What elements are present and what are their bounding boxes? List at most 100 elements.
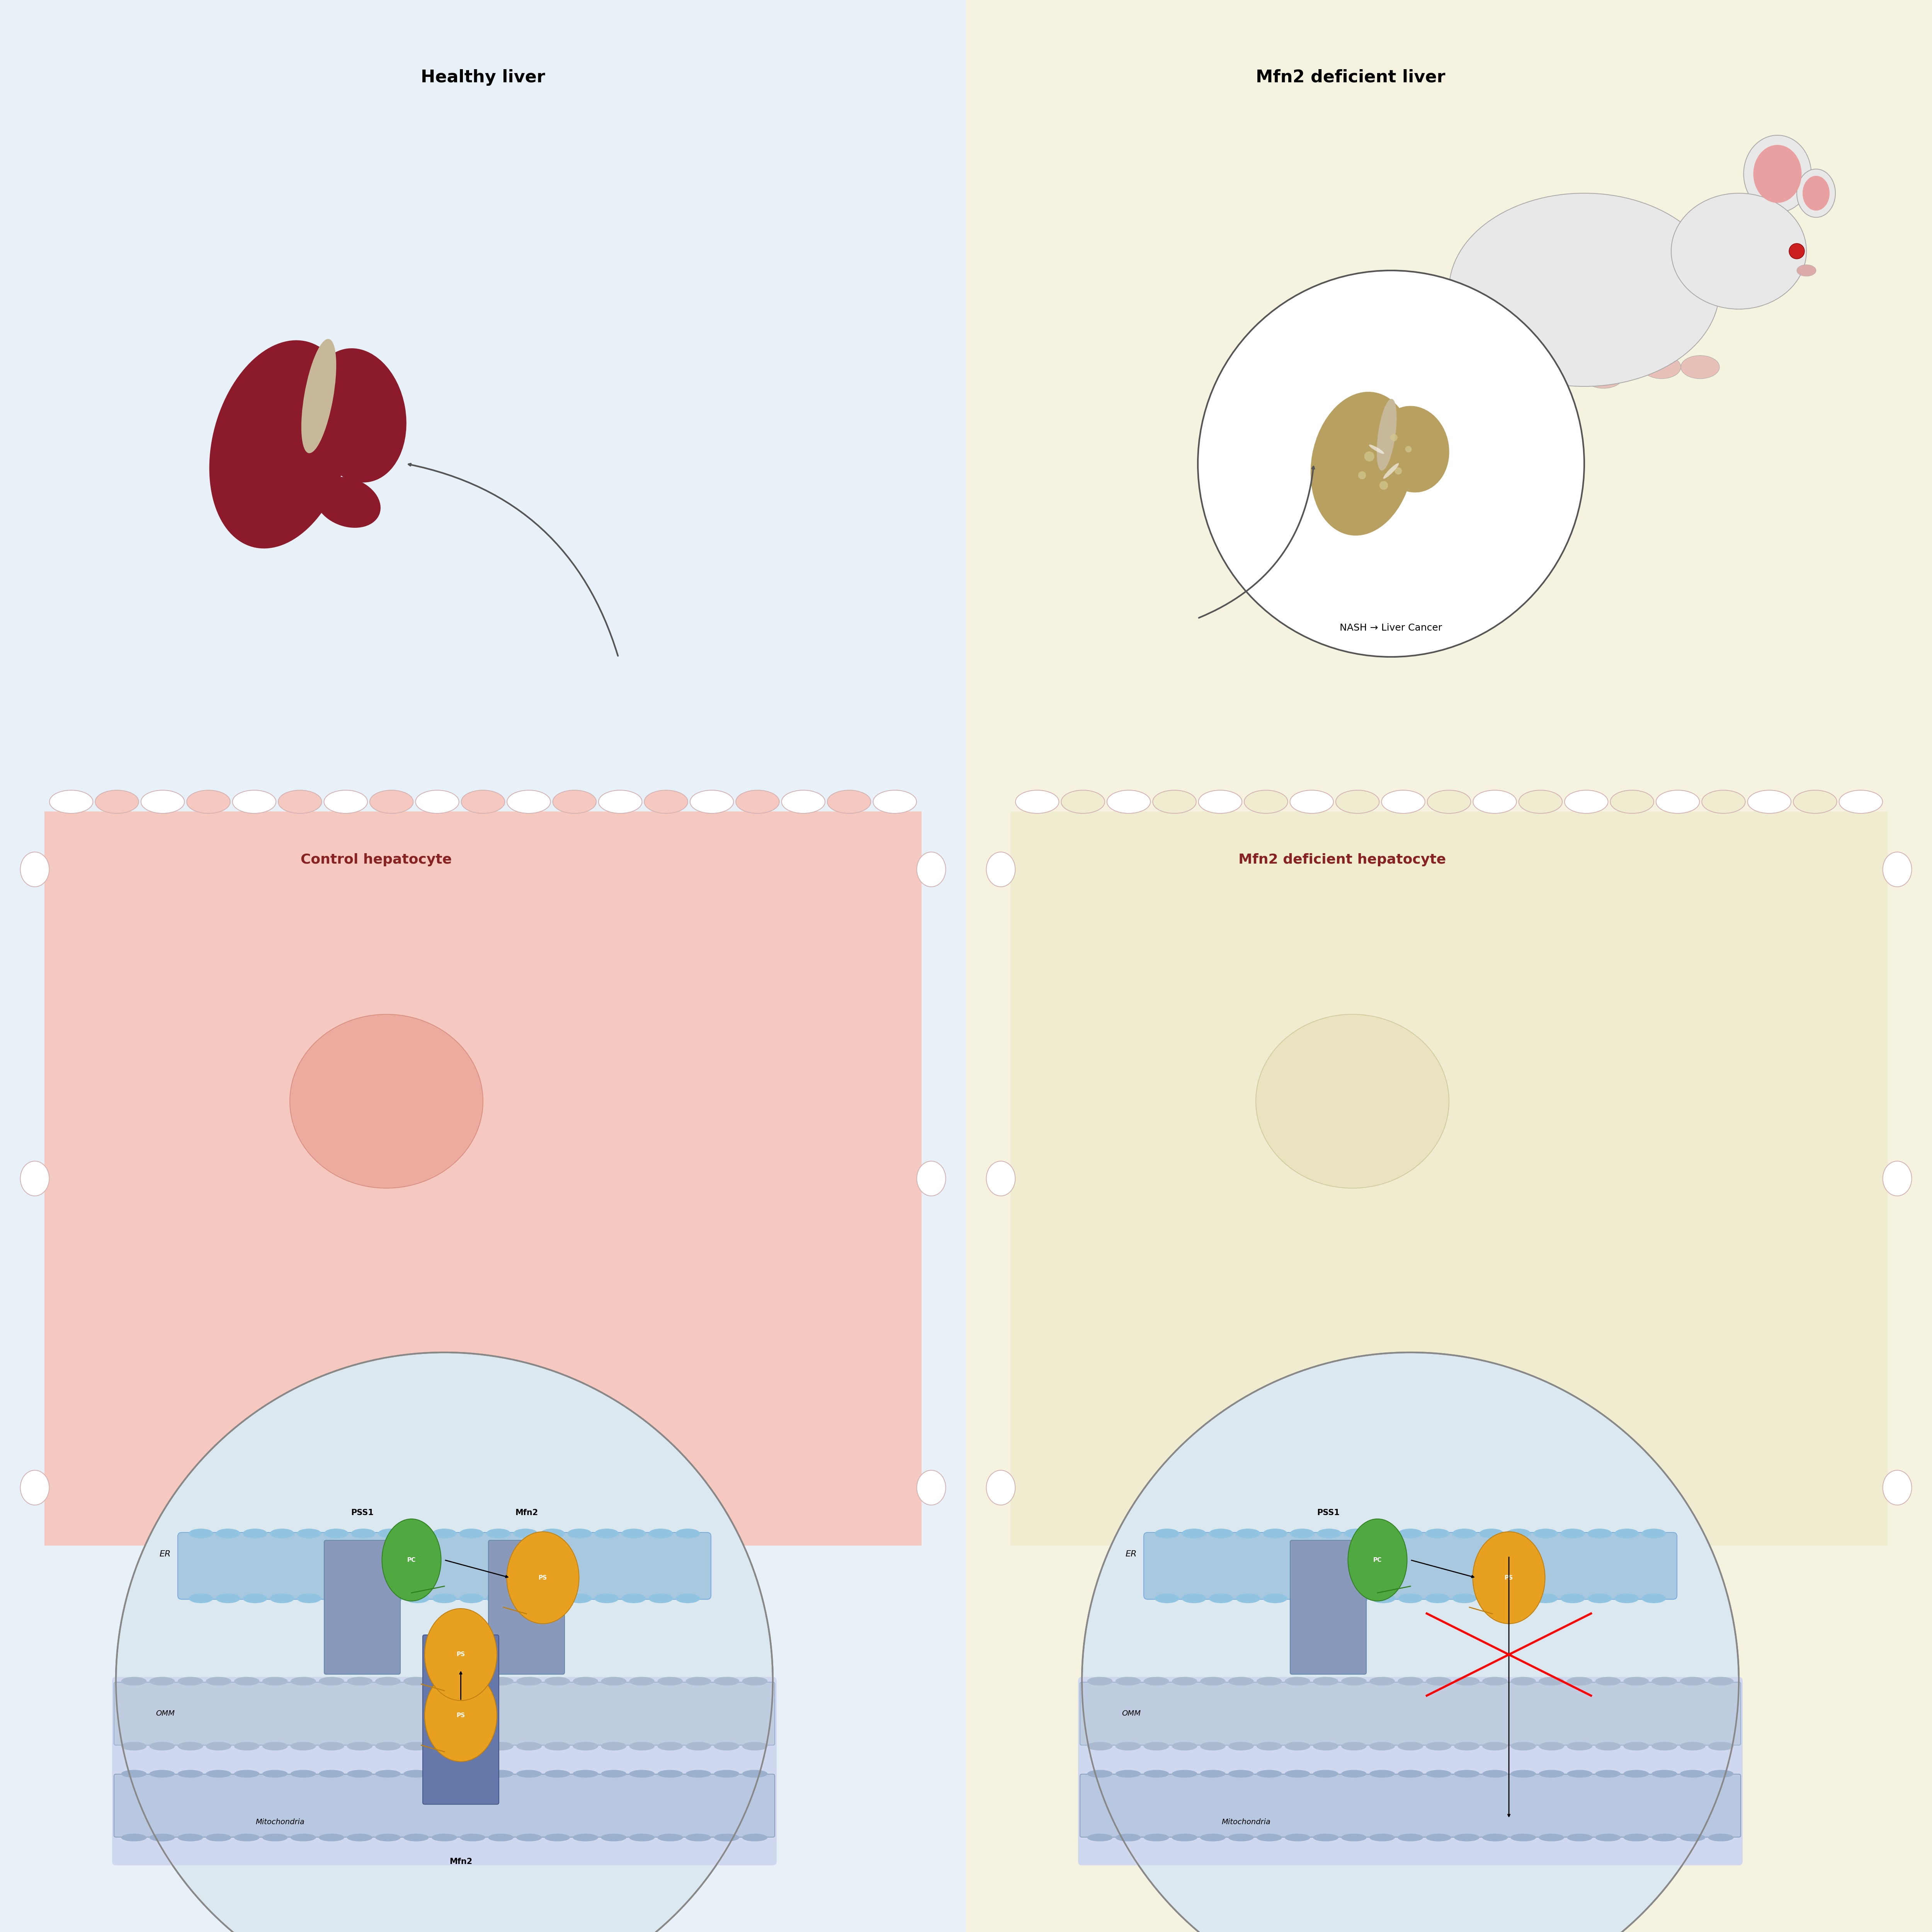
Ellipse shape [1229, 1677, 1254, 1685]
Ellipse shape [1256, 1833, 1283, 1841]
Ellipse shape [375, 1677, 400, 1685]
Ellipse shape [1567, 1677, 1592, 1685]
Ellipse shape [290, 1743, 317, 1750]
Ellipse shape [1291, 1594, 1314, 1604]
Circle shape [1198, 270, 1584, 657]
Ellipse shape [1314, 1677, 1339, 1685]
Ellipse shape [1681, 1833, 1706, 1841]
Ellipse shape [433, 1528, 456, 1538]
Ellipse shape [1519, 790, 1563, 813]
Ellipse shape [601, 1677, 626, 1685]
Ellipse shape [1236, 1594, 1260, 1604]
Ellipse shape [460, 1528, 483, 1538]
Ellipse shape [1088, 1743, 1113, 1750]
Ellipse shape [1642, 1528, 1665, 1538]
Ellipse shape [1115, 1677, 1140, 1685]
Ellipse shape [1511, 1770, 1536, 1777]
Ellipse shape [1115, 1833, 1140, 1841]
Ellipse shape [319, 1743, 344, 1750]
Ellipse shape [1511, 1677, 1536, 1685]
Ellipse shape [1839, 790, 1882, 813]
Ellipse shape [1596, 1833, 1621, 1841]
Text: Healthy liver: Healthy liver [421, 70, 545, 85]
Ellipse shape [514, 1528, 537, 1538]
Ellipse shape [207, 1770, 232, 1777]
Ellipse shape [1453, 1594, 1476, 1604]
Ellipse shape [149, 1770, 174, 1777]
Ellipse shape [1182, 1528, 1206, 1538]
FancyBboxPatch shape [1080, 1774, 1741, 1837]
Ellipse shape [290, 1770, 317, 1777]
Ellipse shape [516, 1770, 541, 1777]
Ellipse shape [1285, 1677, 1310, 1685]
Text: PC: PC [1374, 1557, 1381, 1563]
Ellipse shape [415, 790, 460, 813]
Ellipse shape [715, 1677, 740, 1685]
Text: PS: PS [1505, 1575, 1513, 1580]
Ellipse shape [122, 1743, 147, 1750]
Ellipse shape [1209, 1594, 1233, 1604]
Ellipse shape [782, 790, 825, 813]
Ellipse shape [406, 1528, 429, 1538]
Ellipse shape [1455, 1677, 1480, 1685]
Ellipse shape [149, 1743, 174, 1750]
Text: Mitochondria: Mitochondria [255, 1818, 305, 1826]
Ellipse shape [243, 1594, 267, 1604]
Ellipse shape [1200, 1833, 1225, 1841]
Ellipse shape [1341, 1677, 1366, 1685]
Ellipse shape [601, 1770, 626, 1777]
Ellipse shape [736, 790, 779, 813]
Ellipse shape [1088, 1770, 1113, 1777]
Circle shape [1789, 243, 1804, 259]
Ellipse shape [1681, 355, 1719, 379]
Ellipse shape [742, 1677, 767, 1685]
Ellipse shape [1399, 1594, 1422, 1604]
Ellipse shape [178, 1833, 203, 1841]
Ellipse shape [431, 1677, 458, 1685]
Ellipse shape [489, 1770, 514, 1777]
Ellipse shape [1681, 1770, 1706, 1777]
Ellipse shape [1482, 1743, 1507, 1750]
Ellipse shape [404, 1677, 429, 1685]
Ellipse shape [278, 790, 323, 813]
FancyBboxPatch shape [1291, 1540, 1366, 1675]
Ellipse shape [1341, 1833, 1366, 1841]
Ellipse shape [1708, 1743, 1733, 1750]
Ellipse shape [216, 1528, 240, 1538]
Ellipse shape [425, 1609, 497, 1700]
Ellipse shape [516, 1833, 541, 1841]
Ellipse shape [918, 1470, 947, 1505]
Ellipse shape [1314, 1770, 1339, 1777]
Ellipse shape [352, 1528, 375, 1538]
Ellipse shape [1708, 1677, 1733, 1685]
Ellipse shape [545, 1743, 570, 1750]
FancyBboxPatch shape [423, 1634, 498, 1804]
Ellipse shape [1372, 1594, 1395, 1604]
Ellipse shape [489, 1677, 514, 1685]
Ellipse shape [657, 1677, 682, 1685]
Text: PSS1: PSS1 [352, 1509, 373, 1517]
Ellipse shape [404, 1833, 429, 1841]
Ellipse shape [572, 1743, 599, 1750]
Ellipse shape [1803, 176, 1830, 211]
Ellipse shape [599, 790, 641, 813]
Ellipse shape [1538, 1770, 1565, 1777]
Ellipse shape [1229, 1770, 1254, 1777]
Ellipse shape [406, 1594, 429, 1604]
Ellipse shape [622, 1594, 645, 1604]
Ellipse shape [686, 1770, 711, 1777]
Ellipse shape [263, 1677, 288, 1685]
Ellipse shape [325, 1594, 348, 1604]
Ellipse shape [1681, 1677, 1706, 1685]
Ellipse shape [1702, 790, 1745, 813]
Ellipse shape [1264, 1594, 1287, 1604]
FancyBboxPatch shape [1078, 1677, 1743, 1866]
Ellipse shape [189, 1528, 213, 1538]
Ellipse shape [1472, 790, 1517, 813]
Ellipse shape [1318, 1528, 1341, 1538]
Text: ER: ER [160, 1549, 170, 1557]
Ellipse shape [1652, 1833, 1677, 1841]
Ellipse shape [568, 1528, 591, 1538]
Ellipse shape [1426, 1833, 1451, 1841]
Ellipse shape [1615, 1594, 1638, 1604]
